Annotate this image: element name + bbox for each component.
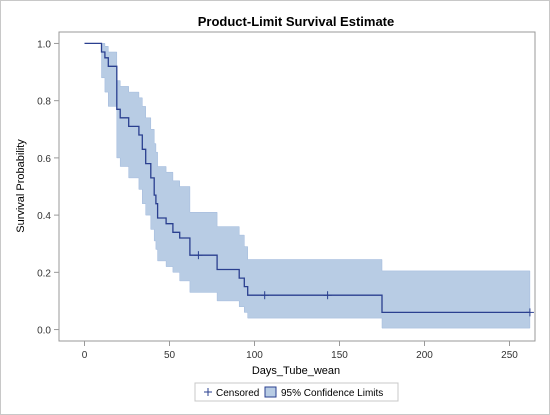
legend-censored-icon <box>204 388 212 396</box>
y-tick-label-0.4: 0.4 <box>37 211 51 222</box>
censored-marks <box>194 251 534 317</box>
censored-mark-3 <box>323 291 332 300</box>
y-axis-label: Survival Probability <box>15 139 27 233</box>
legend-confidence-swatch <box>264 386 277 398</box>
y-tick-label-1.0: 1.0 <box>37 39 51 50</box>
x-tick-label-100: 100 <box>246 350 263 361</box>
confidence-band <box>84 43 531 329</box>
x-axis-label: Days_Tube_wean <box>252 365 340 377</box>
x-tick-label-0: 0 <box>82 350 88 361</box>
chart-title: Product-Limit Survival Estimate <box>198 14 395 29</box>
y-axis: 0.0 0.2 0.4 0.6 0.8 1.0 <box>37 39 59 337</box>
plot-area <box>58 31 536 342</box>
censored-mark-2 <box>260 291 269 300</box>
censored-mark-4 <box>525 308 534 317</box>
y-tick-label-0.0: 0.0 <box>37 326 51 337</box>
y-tick-label-0.2: 0.2 <box>37 268 51 279</box>
x-tick-label-200: 200 <box>416 350 433 361</box>
x-axis: 0 50 100 150 200 250 <box>82 341 518 361</box>
legend-censored-label: Censored <box>216 388 259 399</box>
legend: Censored 95% Confidence Limits <box>194 382 399 402</box>
y-tick-label-0.8: 0.8 <box>37 97 51 108</box>
y-tick-label-0.6: 0.6 <box>37 154 51 165</box>
plot-border <box>58 31 536 342</box>
x-tick-label-150: 150 <box>331 350 348 361</box>
legend-confidence-label: 95% Confidence Limits <box>281 388 383 399</box>
survival-curve <box>84 42 530 314</box>
legend-box <box>194 382 399 402</box>
censored-mark-1 <box>194 251 203 260</box>
x-tick-label-250: 250 <box>501 350 518 361</box>
x-tick-label-50: 50 <box>164 350 176 361</box>
